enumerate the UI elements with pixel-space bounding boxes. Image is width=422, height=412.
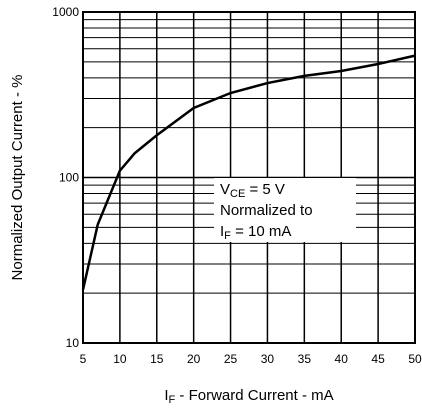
annotation-text: VCE = 5 V [220,181,285,200]
annotation-text-rest: = 5 V [245,181,285,198]
y-tick-label: 10 [66,336,80,350]
annotation-text-main: V [220,181,230,198]
x-tick-label: 40 [335,352,349,366]
annotation-text-rest: = 10 mA [231,223,291,240]
x-axis-label-rest: - Forward Current - mA [175,387,333,404]
x-tick-label: 30 [261,352,275,366]
data-line [81,54,416,290]
annotation-text-main: Normalized to [220,202,313,219]
x-tick-label: 35 [298,352,312,366]
annotation-text-main: I [220,223,224,240]
x-tick-label: 45 [371,352,385,366]
y-tick-label: 1000 [52,5,79,19]
annotation-text-sub: F [224,230,231,242]
x-tick-label: 5 [80,352,87,366]
plot-frame [82,11,416,344]
annotation-text: IF = 10 mA [220,223,291,242]
x-axis-label: IF - Forward Current - mA [164,387,333,406]
x-tick-label: 50 [408,352,422,366]
y-axis-label: Normalized Output Current - % [9,75,26,281]
annotation-text-sub: CE [230,188,245,200]
x-axis-label-sub: F [169,394,176,406]
x-tick-label: 20 [187,352,201,366]
x-axis-label-main: I [164,387,168,404]
annotation-box [214,178,356,242]
y-tick-label: 100 [59,171,79,185]
annotation-text: Normalized to [220,202,313,219]
x-tick-label: 25 [224,352,238,366]
x-tick-label: 15 [150,352,164,366]
x-tick-label: 10 [113,352,127,366]
